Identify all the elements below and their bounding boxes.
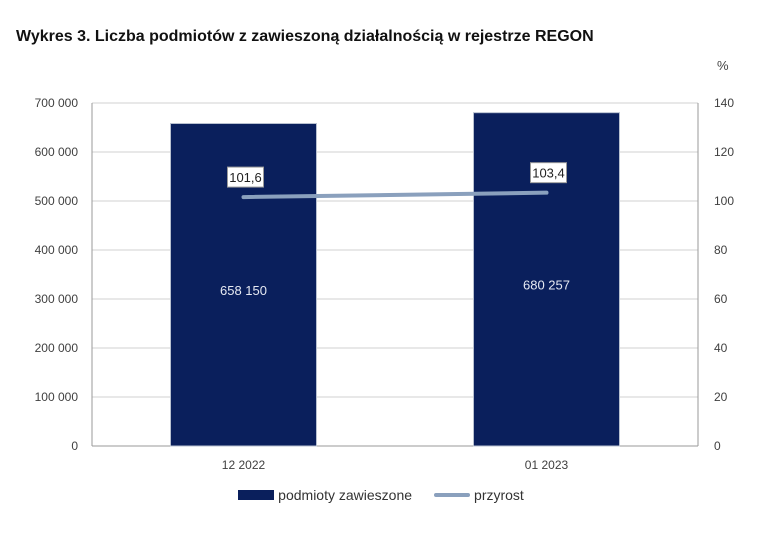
right-axis-unit: %: [717, 58, 729, 73]
line-label-box: [227, 166, 264, 188]
line-value-label: 101,6: [229, 170, 262, 185]
line-series: [241, 190, 549, 200]
left-tick-label: 100 000: [35, 390, 79, 404]
bar-value-label: 658 150: [220, 283, 267, 298]
right-tick-label: 140: [714, 96, 734, 110]
category-label: 01 2023: [525, 458, 569, 472]
bar-value-label: 680 257: [523, 277, 570, 292]
line-value-label: 103,4: [532, 166, 565, 181]
right-tick-label: 0: [714, 439, 721, 453]
right-tick-label: 60: [714, 292, 728, 306]
legend-label-bars: podmioty zawieszone: [278, 487, 413, 503]
right-tick-label: 20: [714, 390, 728, 404]
legend: podmioty zawieszone przyrost: [0, 487, 762, 503]
legend-swatch-line: [434, 493, 471, 497]
left-tick-label: 300 000: [35, 292, 79, 306]
category-label: 12 2022: [222, 458, 266, 472]
legend-swatch-bars: [238, 490, 275, 500]
chart-title: Wykres 3. Liczba podmiotów z zawieszoną …: [16, 28, 594, 45]
left-tick-label: 400 000: [35, 243, 79, 257]
left-tick-label: 500 000: [35, 194, 79, 208]
right-tick-label: 40: [714, 341, 728, 355]
left-tick-label: 200 000: [35, 341, 79, 355]
left-tick-label: 700 000: [35, 96, 79, 110]
right-tick-label: 80: [714, 243, 728, 257]
right-tick-label: 100: [714, 194, 734, 208]
legend-label-line: przyrost: [474, 487, 524, 503]
left-tick-label: 0: [71, 439, 78, 453]
left-tick-label: 600 000: [35, 145, 79, 159]
right-tick-label: 120: [714, 145, 734, 159]
line-label-box: [530, 162, 567, 184]
legend-item-line: przyrost: [434, 487, 524, 503]
legend-item-bars: podmioty zawieszone: [238, 487, 412, 503]
